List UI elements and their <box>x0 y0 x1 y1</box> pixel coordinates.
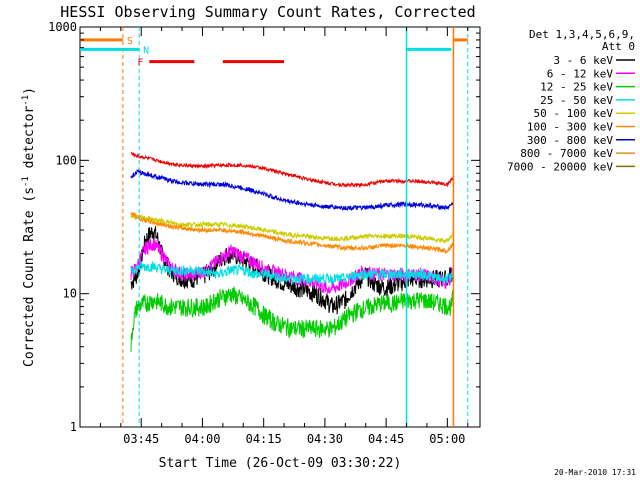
legend-label-50-100-kev: 50 - 100 keV <box>534 107 614 120</box>
y-axis-label: Corrected Count Rate (s-1 detector-1) <box>21 87 37 367</box>
markers-layer: SNF <box>80 27 469 427</box>
y-tick-label: 10 <box>63 287 77 301</box>
legend-label-25-50-kev: 25 - 50 keV <box>540 94 613 107</box>
series-line-25-50-kev <box>130 260 454 286</box>
series-line-50-100-kev <box>130 214 454 244</box>
x-tick-label: 05:00 <box>429 432 465 446</box>
x-tick-label: 04:15 <box>246 432 282 446</box>
legend-label-100-300-kev: 100 - 300 keV <box>527 121 613 134</box>
series-line-red-top <box>130 151 454 189</box>
y-axis-label-sup1: -1 <box>21 176 31 187</box>
series-line-300-800-kev <box>130 168 454 212</box>
legend-label-12-25-kev: 12 - 25 keV <box>540 81 613 94</box>
y-tick-label: 1 <box>70 420 77 434</box>
series-line-100-300-kev <box>130 211 454 255</box>
legend-label-7000-20000-kev: 7000 - 20000 keV <box>507 160 613 173</box>
legend-label-300-800-kev: 300 - 800 keV <box>527 134 613 147</box>
series-layer <box>130 151 454 352</box>
y-tick-label: 100 <box>55 153 77 167</box>
x-tick-label: 04:00 <box>184 432 220 446</box>
legend-label-6-12-kev: 6 - 12 keV <box>547 67 614 80</box>
y-axis-label-end: ) <box>22 87 37 95</box>
footer-timestamp: 20-Mar-2010 17:31 <box>554 468 636 477</box>
y-axis-label-sup2: -1 <box>21 95 31 106</box>
chart-title: HESSI Observing Summary Count Rates, Cor… <box>60 3 475 21</box>
state-label-s: S <box>127 36 133 47</box>
x-axis-label: Start Time (26-Oct-09 03:30:22) <box>159 456 402 471</box>
y-tick-label: 1000 <box>48 20 77 34</box>
series-line-12-25-kev <box>130 286 454 352</box>
legend-header-1: Det 1,3,4,5,6,9, <box>529 28 635 41</box>
x-tick-label: 04:45 <box>368 432 404 446</box>
legend-label-3-6-kev: 3 - 6 keV <box>553 54 613 67</box>
x-tick-label: 03:45 <box>123 432 159 446</box>
axes-layer: 1 10 100 1000 03:45 04:00 04:15 04:30 04:45 05:00 <box>48 20 480 446</box>
legend-header-2: Att 0 <box>602 40 635 53</box>
legend-label-800-7000-kev: 800 - 7000 keV <box>520 147 613 160</box>
y-axis-label-mid: detector <box>22 106 37 177</box>
state-label-n: N <box>143 45 149 56</box>
state-label-f: F <box>137 58 143 69</box>
y-axis-label-main: Corrected Count Rate (s <box>22 187 37 367</box>
plot-frame <box>79 26 481 428</box>
x-tick-label: 04:30 <box>307 432 343 446</box>
